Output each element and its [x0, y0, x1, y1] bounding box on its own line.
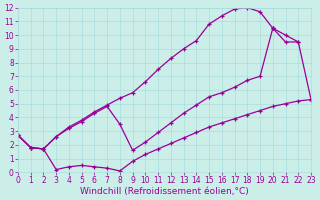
- X-axis label: Windchill (Refroidissement éolien,°C): Windchill (Refroidissement éolien,°C): [80, 187, 249, 196]
